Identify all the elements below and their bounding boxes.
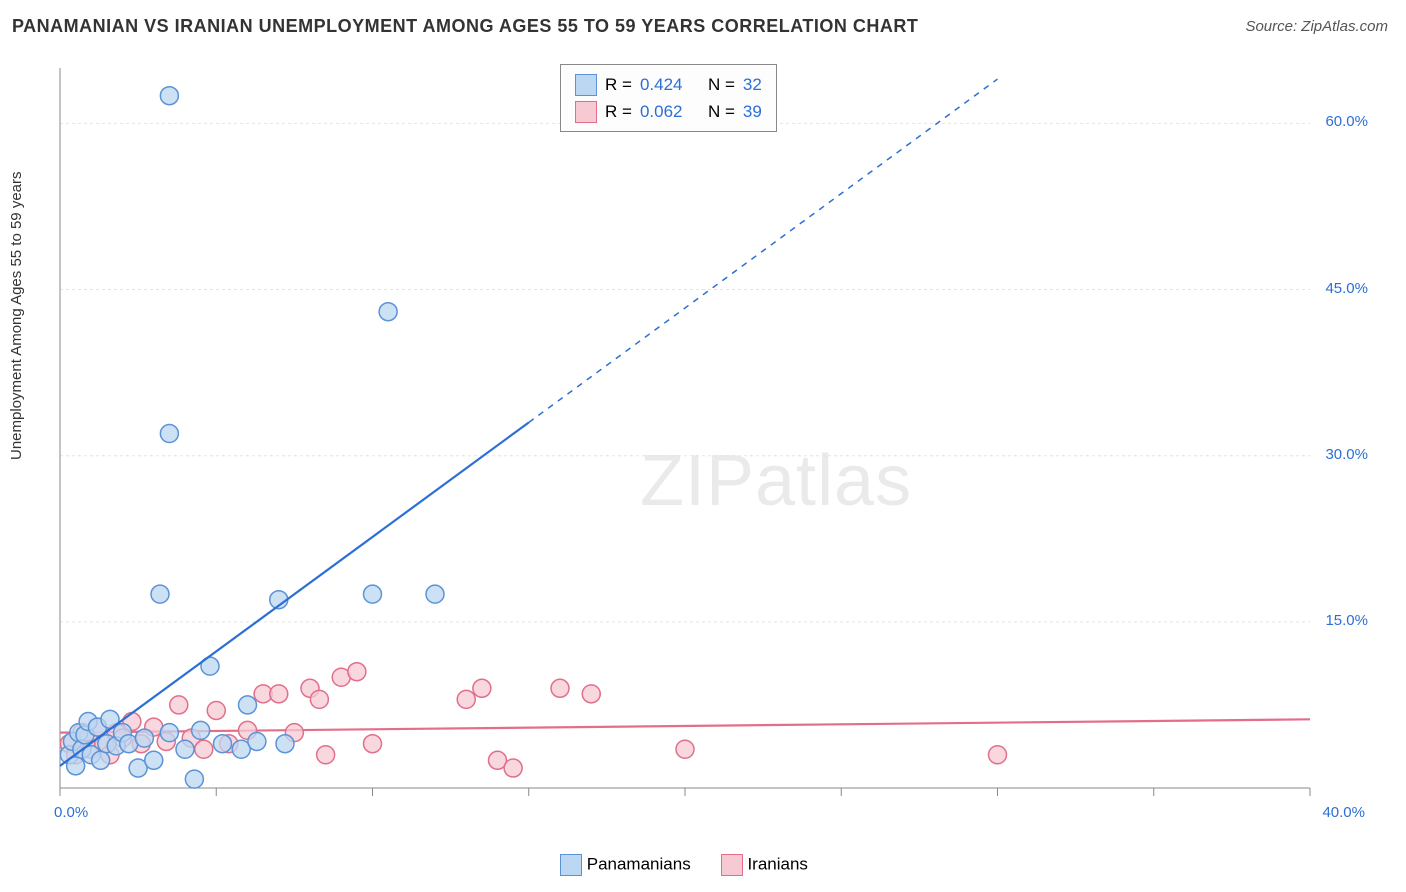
r-label: R = [605,71,632,98]
n-label: N = [708,71,735,98]
axis-tick-label: 15.0% [1325,612,1368,629]
axis-tick-label: 30.0% [1325,446,1368,463]
legend-row-iranians: R = 0.062 N = 39 [575,98,762,125]
n-value-iranians: 39 [743,98,762,125]
swatch-panamanians [575,74,597,96]
axis-tick-label: 0.0% [54,804,88,821]
legend-row-panamanians: R = 0.424 N = 32 [575,71,762,98]
legend-item-iranians: Iranians [721,854,808,876]
legend-label-iranians: Iranians [747,854,807,873]
r-value-iranians: 0.062 [640,98,683,125]
axis-tick-label: 40.0% [1322,804,1365,821]
n-value-panamanians: 32 [743,71,762,98]
scatter-plot [50,58,1380,828]
correlation-legend: R = 0.424 N = 32 R = 0.062 N = 39 [560,64,777,132]
y-axis-label: Unemployment Among Ages 55 to 59 years [8,171,25,460]
swatch-iranians [575,101,597,123]
axis-tick-label: 60.0% [1325,113,1368,130]
n-label: N = [708,98,735,125]
chart-title: PANAMANIAN VS IRANIAN UNEMPLOYMENT AMONG… [12,16,918,37]
r-value-panamanians: 0.424 [640,71,683,98]
legend-item-panamanians: Panamanians [560,854,691,876]
r-label: R = [605,98,632,125]
legend-label-panamanians: Panamanians [587,854,691,873]
swatch-panamanians-icon [560,854,582,876]
swatch-iranians-icon [721,854,743,876]
series-legend: Panamanians Iranians [560,854,808,876]
axis-tick-label: 45.0% [1325,280,1368,297]
source-label: Source: ZipAtlas.com [1245,18,1388,35]
